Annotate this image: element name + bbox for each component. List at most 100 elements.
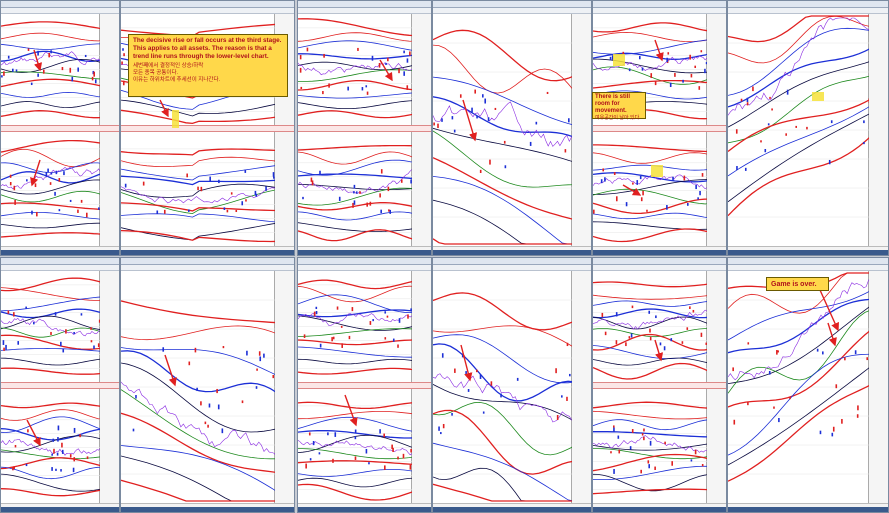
chart-toolbar[interactable] xyxy=(298,265,431,271)
pane-divider-bar[interactable] xyxy=(1,382,119,390)
time-axis xyxy=(728,246,888,253)
time-axis xyxy=(121,246,294,253)
pane-divider-bar[interactable] xyxy=(1,125,119,133)
time-axis xyxy=(433,503,591,510)
chart-toolbar[interactable] xyxy=(298,8,431,14)
chart-pane-lines xyxy=(298,279,412,375)
chart-toolbar[interactable] xyxy=(433,265,591,271)
chart-toolbar[interactable] xyxy=(121,265,294,271)
window-statusbar xyxy=(298,507,431,512)
window-statusbar xyxy=(593,507,726,512)
chart-pane-lines xyxy=(728,15,869,218)
chart-pane[interactable] xyxy=(593,135,707,246)
pane-divider-bar[interactable] xyxy=(593,125,726,133)
chart-window[interactable] xyxy=(432,0,592,256)
time-axis xyxy=(121,503,294,510)
highlight-marker xyxy=(613,54,625,66)
chart-pane[interactable] xyxy=(433,271,572,503)
chart-pane[interactable] xyxy=(298,135,412,246)
window-statusbar xyxy=(728,507,888,512)
chart-pane[interactable] xyxy=(1,135,100,246)
chart-pane[interactable] xyxy=(1,392,100,503)
chart-pane-lines xyxy=(121,299,275,502)
note-english-text: Game is over. xyxy=(771,281,817,288)
note-korean-line-1: 세번째에서 결정적인 상승/하락 xyxy=(133,63,204,69)
time-axis xyxy=(593,246,726,253)
annotation-note-room-for-movement: There is still room for movement. 여유공간이 … xyxy=(592,92,646,121)
chart-toolbar[interactable] xyxy=(728,8,888,14)
window-statusbar xyxy=(121,507,294,512)
window-statusbar xyxy=(298,250,431,255)
highlight-marker xyxy=(651,165,663,177)
chart-toolbar[interactable] xyxy=(728,265,888,271)
chart-pane[interactable] xyxy=(433,14,572,246)
time-axis xyxy=(1,246,119,253)
chart-pane[interactable] xyxy=(298,271,412,382)
chart-window[interactable] xyxy=(297,257,432,513)
window-titlebar[interactable] xyxy=(433,258,591,265)
window-titlebar[interactable] xyxy=(728,258,888,265)
window-statusbar xyxy=(433,250,591,255)
window-titlebar[interactable] xyxy=(121,258,294,265)
window-statusbar xyxy=(433,507,591,512)
window-statusbar xyxy=(1,507,119,512)
chart-window[interactable] xyxy=(432,257,592,513)
chart-pane[interactable] xyxy=(121,271,275,503)
chart-window[interactable] xyxy=(592,0,727,256)
window-titlebar[interactable] xyxy=(1,1,119,8)
highlight-marker xyxy=(172,110,179,128)
chart-pane[interactable] xyxy=(593,271,707,382)
chart-toolbar[interactable] xyxy=(433,8,591,14)
chart-window[interactable] xyxy=(592,257,727,513)
annotation-note-game-over: Game is over. xyxy=(766,277,829,291)
chart-pane-lines xyxy=(1,139,100,238)
chart-window[interactable] xyxy=(727,257,889,513)
chart-toolbar[interactable] xyxy=(593,8,726,14)
highlight-marker xyxy=(812,92,824,101)
chart-toolbar[interactable] xyxy=(1,8,119,14)
pane-divider-bar[interactable] xyxy=(593,382,726,390)
chart-pane[interactable] xyxy=(1,14,100,125)
time-axis xyxy=(728,503,888,510)
chart-window[interactable] xyxy=(297,0,432,256)
annotation-note-third-stage: The decisive rise or fall occurs at the … xyxy=(128,34,288,97)
chart-pane-lines xyxy=(1,402,100,496)
window-titlebar[interactable] xyxy=(298,1,431,8)
chart-window[interactable] xyxy=(120,257,295,513)
pane-divider-bar[interactable] xyxy=(121,125,294,133)
chart-window[interactable] xyxy=(0,257,120,513)
chart-pane[interactable] xyxy=(121,135,275,246)
chart-pane-lines xyxy=(593,281,707,380)
time-axis xyxy=(298,503,431,510)
chart-pane-lines xyxy=(1,21,100,119)
window-statusbar xyxy=(121,250,294,255)
chart-pane-lines xyxy=(593,401,707,494)
chart-pane[interactable] xyxy=(593,392,707,503)
chart-window[interactable] xyxy=(0,0,120,256)
chart-pane-lines xyxy=(121,147,275,242)
window-titlebar[interactable] xyxy=(1,258,119,265)
chart-toolbar[interactable] xyxy=(593,265,726,271)
chart-toolbar[interactable] xyxy=(1,265,119,271)
time-axis xyxy=(593,503,726,510)
chart-pane[interactable] xyxy=(298,14,412,125)
window-titlebar[interactable] xyxy=(728,1,888,8)
chart-pane-lines xyxy=(1,277,100,375)
pane-divider-bar[interactable] xyxy=(298,125,431,133)
window-titlebar[interactable] xyxy=(593,1,726,8)
window-titlebar[interactable] xyxy=(121,1,294,8)
note-korean-text: 여유공간이 남아 있다. xyxy=(595,115,641,121)
window-titlebar[interactable] xyxy=(593,258,726,265)
chart-pane[interactable] xyxy=(1,271,100,382)
chart-window[interactable] xyxy=(727,0,889,256)
window-titlebar[interactable] xyxy=(433,1,591,8)
pane-divider-bar[interactable] xyxy=(298,382,431,390)
chart-pane[interactable] xyxy=(728,14,869,246)
time-axis xyxy=(433,246,591,253)
chart-pane-lines xyxy=(593,143,707,242)
chart-toolbar[interactable] xyxy=(121,8,294,14)
chart-pane-lines xyxy=(298,18,412,119)
note-english-text: The decisive rise or fall occurs at the … xyxy=(133,37,282,60)
window-titlebar[interactable] xyxy=(298,258,431,265)
